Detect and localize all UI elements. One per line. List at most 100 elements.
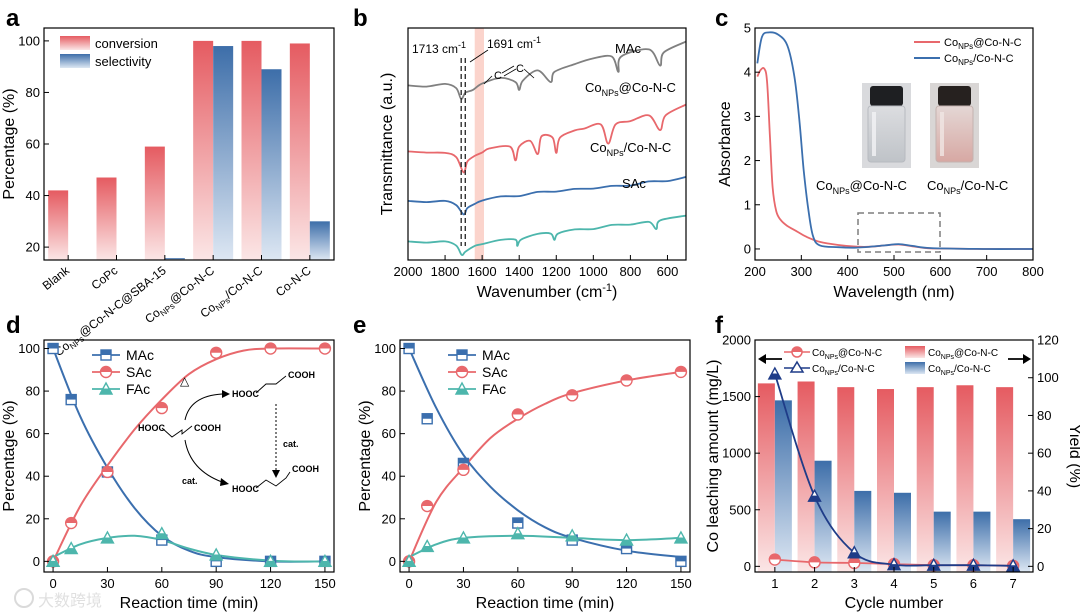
b-x-axis: 2000 1800 1600 1400 1200 1000 800 600	[394, 255, 679, 279]
scheme-cooh-succinic: COOH	[292, 464, 319, 474]
c-vial1-caption: CoNPs@Co-N-C	[816, 178, 907, 196]
f-ylabel: Co leaching amount (mg/L)	[705, 360, 722, 553]
b-highlight-band	[474, 28, 484, 260]
a-y-axis: 20 40 60 80 100	[18, 33, 49, 255]
d-x-tick-label-30: 30	[100, 576, 114, 591]
b-x-tick-label-1400: 1400	[505, 264, 534, 279]
b-line-2	[407, 176, 687, 216]
e-x-tick-label-30: 30	[456, 576, 470, 591]
d-point-FAc-60	[154, 526, 169, 540]
panel-label-b: b	[353, 5, 368, 32]
e-point-MAc-30-fill	[458, 458, 469, 464]
e-x-tick-label-60: 60	[511, 576, 525, 591]
c-xlabel: Wavelength (nm)	[833, 284, 954, 301]
d-y-tick-label-100: 100	[18, 341, 40, 356]
e-legend-marker-MAc-fill	[457, 350, 467, 355]
b-x-tick-label-1000: 1000	[579, 264, 608, 279]
f-bar-0-5	[956, 385, 974, 572]
a-bar-conversion-4	[241, 40, 262, 261]
f-bar-0-0	[757, 383, 775, 572]
f-line-marker-0-1	[808, 556, 821, 569]
e-point-FAc-10-fill	[421, 545, 434, 552]
e-y-axis: 0 20 40 60 80 100	[374, 341, 405, 569]
scheme-hooc-succinic: HOOC	[232, 484, 260, 494]
d-point-MAc-10	[65, 393, 77, 406]
d-point-FAc-10-fill	[65, 548, 78, 554]
d-point-FAc-150-fill	[318, 560, 331, 567]
e-point-FAc-0-fill	[403, 560, 416, 567]
a-bar-conversion-2	[144, 146, 165, 260]
f-bar-0-6	[996, 387, 1014, 572]
b-xlabel: Wavenumber (cm-1)	[477, 282, 618, 301]
panel-d: 0 20 40 60 80 100 0 30 60 90 120 150 Percentage (%…	[1, 339, 336, 612]
f-x-tick-label-4: 4	[890, 576, 897, 591]
d-point-FAc-10	[64, 541, 79, 555]
scheme-cat-2: cat.	[182, 476, 198, 486]
a-y-tick-label-100: 100	[18, 33, 40, 48]
f-y2-tick-label-120: 120	[1037, 333, 1059, 348]
e-point-FAc-60	[510, 526, 525, 540]
f-legend-swatch-d	[905, 362, 925, 374]
b-label-sac: SAc	[622, 176, 646, 191]
e-point-SAc-30	[457, 463, 470, 477]
a-ylabel: Percentage (%)	[1, 88, 18, 199]
a-y-tick-label-80: 80	[26, 85, 40, 100]
d-legend-label-FAc: FAc	[126, 381, 150, 397]
f-bar-0-1	[797, 381, 815, 572]
scheme-maleic-bond	[161, 425, 193, 438]
e-x-tick-label-150: 150	[670, 576, 692, 591]
panel-label-d: d	[6, 312, 21, 339]
scheme-cat-1: cat.	[283, 439, 299, 449]
e-point-SAc-120	[620, 374, 633, 387]
watermark: 大数跨境	[14, 588, 102, 610]
c-lines	[756, 31, 1034, 250]
e-x-tick-label-120: 120	[616, 576, 638, 591]
f-bar-0-2	[837, 387, 855, 572]
e-y-tick-label-80: 80	[382, 384, 396, 399]
f-bar-1-0	[774, 400, 792, 572]
d-point-SAc-150-fill	[319, 343, 331, 349]
a-bar-selectivity-5	[309, 221, 330, 260]
a-legend-conversion: conversion	[95, 36, 158, 51]
d-x-tick-label-60: 60	[155, 576, 169, 591]
a-bar-selectivity-3	[213, 46, 234, 260]
f-bar-1-6	[1013, 519, 1031, 572]
e-point-SAc-60-fill	[512, 408, 524, 415]
e-legend-label-SAc: SAc	[482, 364, 508, 380]
e-point-SAc-90	[565, 389, 579, 402]
f-y2-tick-label-60: 60	[1037, 446, 1051, 461]
a-x-tick-label-1: CoPc	[89, 263, 121, 292]
scheme-hooc-fumaric: HOOC	[232, 389, 260, 399]
d-fit-SAc	[52, 347, 325, 562]
e-point-MAc-0	[403, 342, 415, 355]
d-plot-frame	[43, 339, 335, 573]
c-x-tick-label-800: 800	[1022, 264, 1044, 279]
f-bar-1-3	[894, 492, 911, 572]
d-point-FAc-0	[45, 553, 61, 568]
e-legend-marker-FAc-fill	[456, 388, 468, 394]
b-x-tick-label-600: 600	[657, 264, 679, 279]
f-legend-label-a: CoNPs@Co-N-C	[812, 348, 882, 361]
f-y-axis-left: 0 500 1000 1500 2000	[722, 333, 760, 574]
b-label-mac: MAc	[615, 41, 642, 56]
e-point-FAc-120-fill	[620, 539, 633, 546]
d-point-FAc-0-fill	[47, 560, 60, 567]
panel-label-a: a	[6, 5, 20, 32]
e-point-FAc-150-fill	[674, 537, 687, 543]
d-legend-marker-SAc	[99, 365, 113, 379]
panel-label-c: c	[715, 5, 728, 32]
e-x-axis: 0 30 60 90 120 150	[405, 567, 692, 591]
f-y-tick-label-500: 500	[729, 502, 751, 517]
b-bond-line1	[501, 65, 515, 74]
f-x-tick-label-2: 2	[811, 576, 818, 591]
d-fit-FAc	[52, 534, 325, 563]
d-point-SAc-150	[318, 342, 332, 355]
d-point-SAc-10	[64, 516, 78, 530]
f-x-tick-label-6: 6	[970, 576, 977, 591]
b-peak1-label: 1713 cm-1	[412, 40, 466, 56]
b-label-conps-slash: CoNPs/Co-N-C	[590, 140, 671, 158]
f-line-marker-0-2-fill	[848, 557, 860, 563]
scheme-dotted-arrow-head	[272, 470, 280, 478]
e-fits	[408, 348, 682, 562]
d-point-FAc-60-fill	[155, 533, 168, 539]
